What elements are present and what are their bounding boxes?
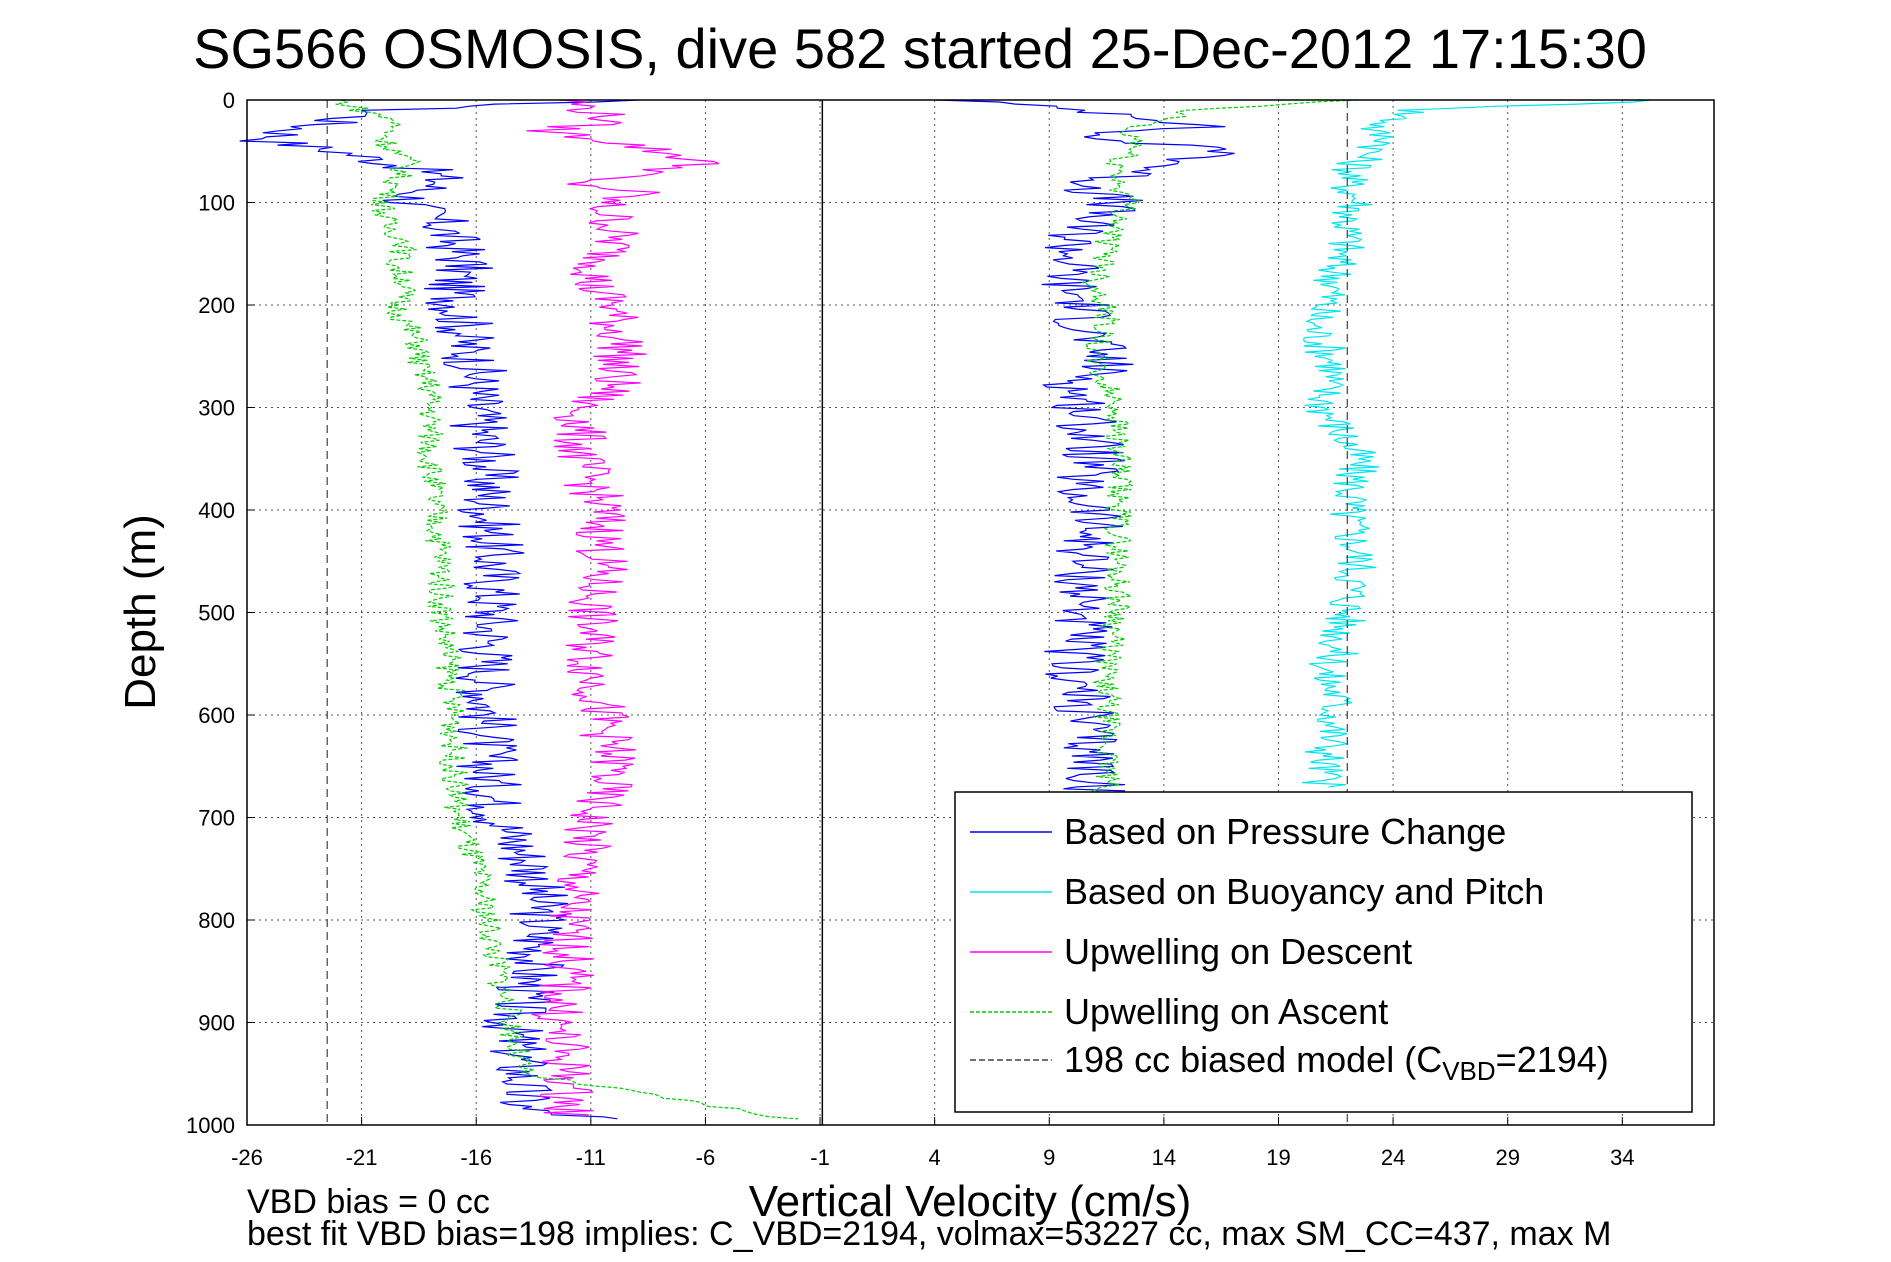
y-tick-label: 500 — [198, 601, 235, 626]
series-line-3-1 — [1081, 99, 1358, 819]
legend-label-0: Based on Pressure Change — [1064, 811, 1506, 852]
y-tick-label: 0 — [223, 88, 235, 113]
best-fit-annotation: best fit VBD bias=198 implies: C_VBD=219… — [247, 1215, 1611, 1253]
y-tick-label: 900 — [198, 1011, 235, 1036]
y-tick-label: 800 — [198, 908, 235, 933]
x-axis-label: Vertical Velocity (cm/s) — [749, 1177, 1192, 1226]
x-tick-label: 19 — [1266, 1145, 1290, 1170]
y-tick-label: 200 — [198, 293, 235, 318]
legend-label-model: 198 cc biased model (CVBD=2194) — [1064, 1039, 1609, 1086]
series-group — [239, 99, 1652, 1125]
series-line-2-0 — [526, 99, 720, 1116]
series-line-0-0 — [239, 99, 639, 1120]
series-line-1-0 — [1302, 99, 1652, 788]
series-line-0-1 — [936, 99, 1235, 818]
y-tick-label: 100 — [198, 191, 235, 216]
x-tick-label: -26 — [231, 1145, 263, 1170]
legend: Based on Pressure Change Based on Buoyanc… — [954, 791, 1693, 1113]
x-tick-label: -21 — [346, 1145, 378, 1170]
legend-box — [954, 791, 1693, 1113]
x-tick-label: -11 — [576, 1145, 606, 1170]
y-tick-label: 400 — [198, 498, 235, 523]
legend-label-3: Upwelling on Ascent — [1064, 991, 1388, 1032]
y-tick-label: 1000 — [186, 1113, 235, 1138]
legend-label-2: Upwelling on Descent — [1064, 931, 1412, 972]
legend-label-1: Based on Buoyancy and Pitch — [1064, 871, 1544, 912]
x-tick-label: -6 — [696, 1145, 716, 1170]
y-tick-labels: 0 100 200 300 400 500 600 700 800 900 1000 — [186, 88, 255, 1138]
x-tick-label: 14 — [1152, 1145, 1176, 1170]
vbd-bias-annotation: VBD bias = 0 cc — [247, 1183, 490, 1221]
series-line-3-0 — [335, 99, 799, 1120]
x-tick-label: 4 — [929, 1145, 941, 1170]
x-tick-label: 9 — [1043, 1145, 1055, 1170]
x-tick-label: 34 — [1610, 1145, 1634, 1170]
y-tick-label: 600 — [198, 703, 235, 728]
chart-title: SG566 OSMOSIS, dive 582 started 25-Dec-2… — [193, 17, 1647, 80]
x-tick-label: -16 — [460, 1145, 492, 1170]
x-tick-label: -1 — [810, 1145, 830, 1170]
x-tick-label: 24 — [1381, 1145, 1405, 1170]
x-tick-label: 29 — [1495, 1145, 1519, 1170]
y-tick-label: 300 — [198, 396, 235, 421]
x-tick-labels: -26 -21 -16 -11 -6 -1 4 9 14 19 24 29 34 — [231, 1117, 1635, 1170]
y-tick-label: 700 — [198, 806, 235, 831]
y-axis-label: Depth (m) — [116, 514, 165, 710]
